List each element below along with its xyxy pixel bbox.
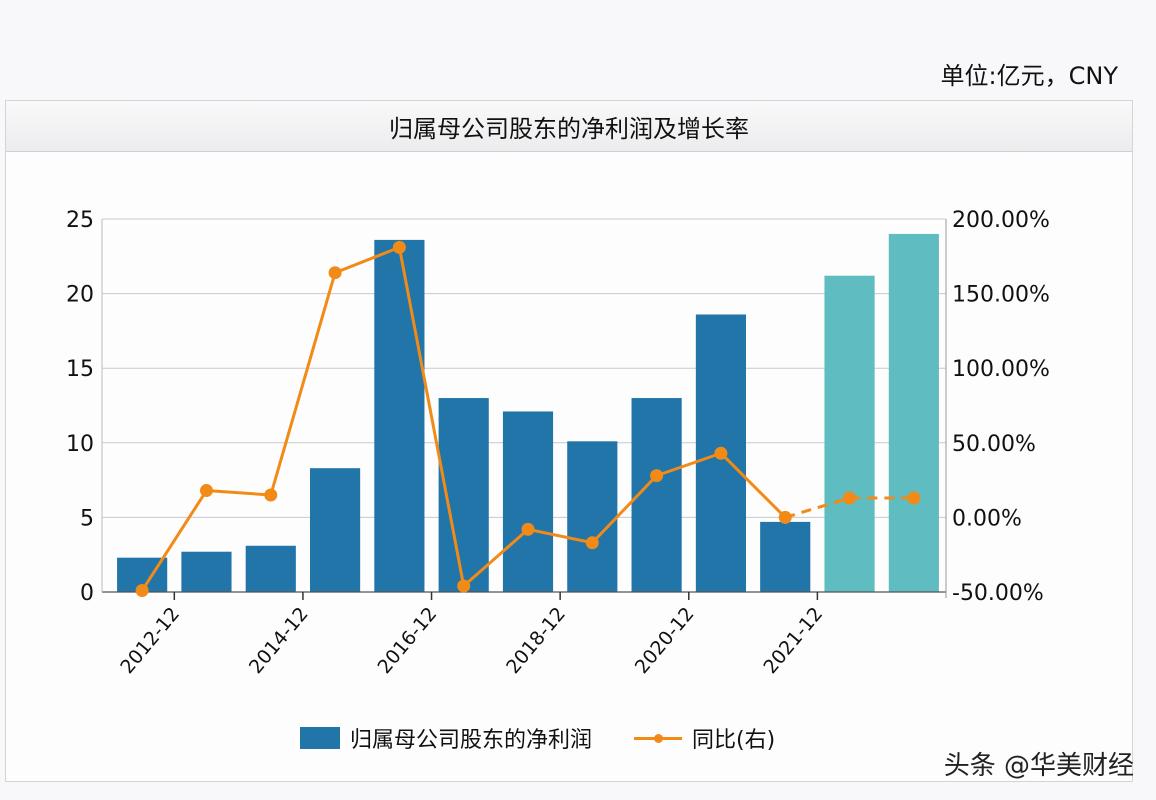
x-tick-label: 2020-12	[631, 603, 699, 678]
growth-point	[778, 510, 792, 524]
y-right-tick-label: 150.00%	[952, 283, 1050, 308]
x-tick-label: 2014-12	[245, 603, 313, 678]
growth-point	[907, 491, 921, 505]
growth-point	[457, 579, 471, 593]
growth-point	[585, 536, 599, 550]
unit-label: 单位:亿元，CNY	[940, 62, 1118, 90]
bar	[181, 551, 232, 592]
x-tick-label: 2012-12	[116, 603, 184, 678]
line-series	[135, 240, 921, 598]
axes	[101, 218, 947, 600]
growth-point	[392, 240, 406, 254]
bar	[824, 275, 875, 592]
y-tick-label: 10	[66, 432, 94, 457]
y-right-tick-label: 200.00%	[952, 208, 1050, 233]
legend-bar-swatch	[300, 727, 340, 749]
bar	[245, 545, 296, 592]
growth-point	[650, 469, 664, 483]
y-tick-label: 25	[66, 208, 94, 233]
x-tick-label: 2016-12	[373, 603, 441, 678]
chart-title: 归属母公司股东的净利润及增长率	[389, 114, 749, 143]
growth-point	[521, 522, 535, 536]
watermark: 头条 @华美财经	[943, 751, 1134, 781]
x-tick-label: 2018-12	[502, 603, 570, 678]
legend: 归属母公司股东的净利润 同比(右)	[300, 722, 775, 754]
legend-line-swatch	[634, 728, 683, 748]
growth-point	[328, 266, 342, 280]
chart-header: 归属母公司股东的净利润及增长率	[6, 101, 1132, 152]
bar	[888, 233, 939, 593]
chart-panel: 归属母公司股东的净利润及增长率	[5, 100, 1133, 782]
growth-point	[135, 584, 149, 598]
y-right-tick-label: -50.00%	[952, 581, 1044, 606]
growth-point	[714, 446, 728, 460]
y-tick-label: 20	[66, 283, 94, 308]
x-tick-label: 2021-12	[759, 603, 827, 678]
growth-point	[199, 484, 213, 498]
y-right-tick-label: 100.00%	[952, 357, 1050, 382]
y-tick-label: 5	[80, 506, 94, 531]
bar	[760, 521, 811, 592]
y-right-tick-label: 0.00%	[952, 506, 1022, 531]
y-tick-label: 15	[66, 357, 94, 382]
bar	[309, 468, 361, 592]
y-right-tick-label: 50.00%	[952, 432, 1036, 457]
bar	[374, 239, 425, 592]
bar-series	[117, 233, 939, 593]
legend-line-label: 同比(右)	[692, 728, 776, 753]
bar	[567, 441, 618, 592]
legend-bar-label: 归属母公司股东的净利润	[350, 728, 593, 753]
bar	[502, 411, 554, 592]
growth-point	[264, 488, 278, 502]
growth-point	[843, 491, 857, 505]
growth-line-forecast	[784, 496, 914, 519]
y-tick-label: 0	[80, 581, 94, 606]
